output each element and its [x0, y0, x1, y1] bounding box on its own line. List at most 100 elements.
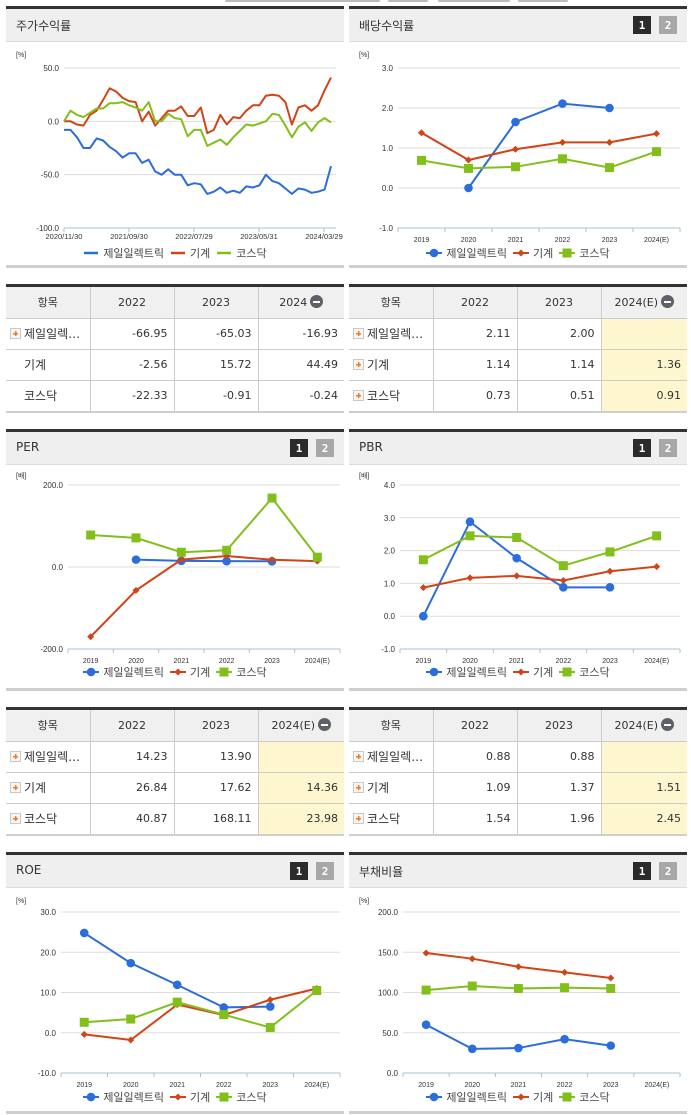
chart-area: [%] 50.0 0.0 -50.0 -100.0 2020/11/30 2021/09/3…: [6, 42, 344, 266]
legend-item[interactable]: 기계: [170, 1089, 210, 1105]
row-label-cell[interactable]: 기계: [349, 772, 434, 804]
svg-text:2024(E): 2024(E): [644, 1082, 669, 1089]
expand-plus-icon[interactable]: [10, 751, 21, 762]
collapse-column-icon[interactable]: [661, 718, 675, 732]
svg-text:2021: 2021: [169, 1082, 185, 1089]
page-1-button[interactable]: 1: [633, 862, 651, 880]
row-label-cell[interactable]: 코스닥: [349, 803, 434, 834]
legend-item[interactable]: 코스닥: [216, 1089, 267, 1105]
value-cell: 14.23: [90, 741, 175, 773]
collapse-column-icon[interactable]: [310, 295, 324, 309]
svg-text:2020: 2020: [462, 658, 478, 665]
chart-title: PBR: [359, 440, 383, 454]
page-2-button[interactable]: 2: [659, 439, 677, 457]
svg-text:2020: 2020: [128, 658, 144, 665]
page-buttons: 1 2: [633, 16, 677, 34]
per-table: 항목 2022 2023 2024(E) 제일일렉… 14.23 13.90 기계 26.84 1…: [6, 707, 344, 836]
column-header-label: 2024: [279, 296, 308, 310]
row-label-cell[interactable]: 제일일렉…: [6, 318, 91, 350]
legend-item[interactable]: 기계: [513, 664, 553, 680]
row-label-cell[interactable]: 제일일렉…: [6, 741, 91, 773]
page-1-button[interactable]: 1: [290, 439, 308, 457]
expand-plus-icon[interactable]: [10, 328, 21, 339]
top-tab-remnant: [388, 0, 428, 2]
legend-item[interactable]: 코스닥: [559, 664, 610, 680]
page-2-button[interactable]: 2: [659, 16, 677, 34]
page-buttons: 1 2: [633, 439, 677, 457]
legend-item[interactable]: 제일일렉트릭: [83, 245, 164, 261]
legend-item[interactable]: 코스닥: [559, 1089, 610, 1105]
legend-item[interactable]: 제일일렉트릭: [426, 664, 507, 680]
legend-item[interactable]: 코스닥: [559, 245, 610, 261]
chart-header: 부채비율 1 2: [349, 855, 687, 888]
expand-plus-icon[interactable]: [10, 813, 21, 825]
page-1-button[interactable]: 1: [633, 16, 651, 34]
row-label-cell[interactable]: 코스닥: [6, 803, 91, 834]
legend-item[interactable]: 기계: [170, 245, 210, 261]
kosdaq-legend-marker-icon: [559, 248, 576, 258]
expand-plus-icon[interactable]: [353, 390, 364, 402]
expand-plus-icon[interactable]: [353, 813, 364, 825]
legend-item[interactable]: 코스닥: [216, 664, 267, 680]
page-1-button[interactable]: 1: [290, 862, 308, 880]
table-header-row: 항목 2022 2023 2024(E): [6, 710, 344, 742]
value-cell: 1.09: [433, 772, 518, 804]
svg-text:0.0: 0.0: [384, 612, 396, 621]
column-header-label: 항목: [37, 296, 58, 310]
page-2-button[interactable]: 2: [659, 862, 677, 880]
page-2-button[interactable]: 2: [316, 862, 334, 880]
pbr-line-chart: [배] 4.0 3.0 2.0 1.0 0.0 -1.0 2019 2020 2021 2022 20…: [359, 471, 681, 665]
expand-plus-icon[interactable]: [10, 782, 21, 793]
per-chart-panel: PER 1 2 [배] 200.0 0.0 -200.0 2019 2020 2021 202…: [6, 429, 344, 691]
expand-plus-icon[interactable]: [353, 359, 364, 370]
svg-text:2023: 2023: [264, 658, 280, 665]
value-cell: -66.95: [90, 318, 175, 350]
svg-text:2022: 2022: [219, 658, 235, 665]
row-label-cell[interactable]: 제일일렉…: [349, 318, 434, 350]
legend-item[interactable]: 기계: [513, 1089, 553, 1105]
table-row: 제일일렉… 2.11 2.00: [349, 318, 687, 350]
page-1-button[interactable]: 1: [633, 439, 651, 457]
stock-return-table: 항목 2022 2023 2024 제일일렉… -66.95 -65.03 -16.93 기계 -…: [6, 284, 344, 413]
industry-legend-marker-icon: [513, 249, 530, 257]
dividend-yield-table: 항목 2022 2023 2024(E) 제일일렉… 2.11 2.00 기계 1.14 1.14…: [349, 284, 687, 413]
legend-item[interactable]: 코스닥: [216, 245, 267, 261]
expand-plus-icon[interactable]: [353, 751, 364, 762]
expand-plus-icon[interactable]: [353, 782, 364, 793]
legend-item[interactable]: 기계: [170, 664, 210, 680]
top-tab-remnant: [438, 0, 510, 2]
legend-item[interactable]: 제일일렉트릭: [426, 1089, 507, 1105]
row-label-cell[interactable]: 코스닥: [349, 380, 434, 411]
chart-header: ROE 1 2: [6, 855, 344, 888]
column-header-label: 항목: [380, 719, 401, 733]
roe-chart-panel: ROE 1 2 [%] 30.0 20.0 10.0 0.0 -10.0 2019 2020 2…: [6, 852, 344, 1114]
expand-plus-icon[interactable]: [353, 328, 364, 339]
legend-item[interactable]: 제일일렉트릭: [426, 245, 507, 261]
page-2-button[interactable]: 2: [316, 439, 334, 457]
collapse-column-icon[interactable]: [318, 718, 332, 732]
legend-item[interactable]: 제일일렉트릭: [83, 1089, 164, 1105]
chart-header: 배당수익률 1 2: [349, 9, 687, 42]
row-label-cell[interactable]: 기계: [6, 772, 91, 804]
legend-item[interactable]: 기계: [513, 245, 553, 261]
svg-text:4.0: 4.0: [384, 481, 396, 490]
company-legend-marker-icon: [83, 1092, 100, 1102]
page-buttons: 1 2: [633, 862, 677, 880]
svg-text:2.0: 2.0: [382, 104, 394, 113]
row-label-cell[interactable]: 제일일렉…: [349, 741, 434, 773]
value-cell: 17.62: [174, 772, 259, 804]
legend-label: 제일일렉트릭: [103, 666, 165, 679]
svg-text:2019: 2019: [418, 1082, 434, 1089]
svg-text:-50.0: -50.0: [41, 171, 60, 180]
data-table: 항목 2022 2023 2024 제일일렉… -66.95 -65.03 -16.93 기계 -…: [6, 287, 344, 411]
value-cell: -0.24: [309, 389, 338, 403]
dividend-yield-line-chart: [%] 3.0 2.0 1.0 0.0 -1.0 2019 2020 2021 2022 2023 2…: [359, 52, 681, 244]
data-table: 항목 2022 2023 2024(E) 제일일렉… 2.11 2.00 기계 1.14 1.14…: [349, 287, 687, 411]
legend-item[interactable]: 제일일렉트릭: [83, 664, 164, 680]
row-label-cell[interactable]: 기계: [349, 349, 434, 381]
table-header-row: 항목 2022 2023 2024(E): [349, 287, 687, 319]
column-header: 2022: [433, 287, 518, 319]
svg-text:200.0: 200.0: [378, 908, 399, 917]
collapse-column-icon[interactable]: [661, 295, 675, 309]
